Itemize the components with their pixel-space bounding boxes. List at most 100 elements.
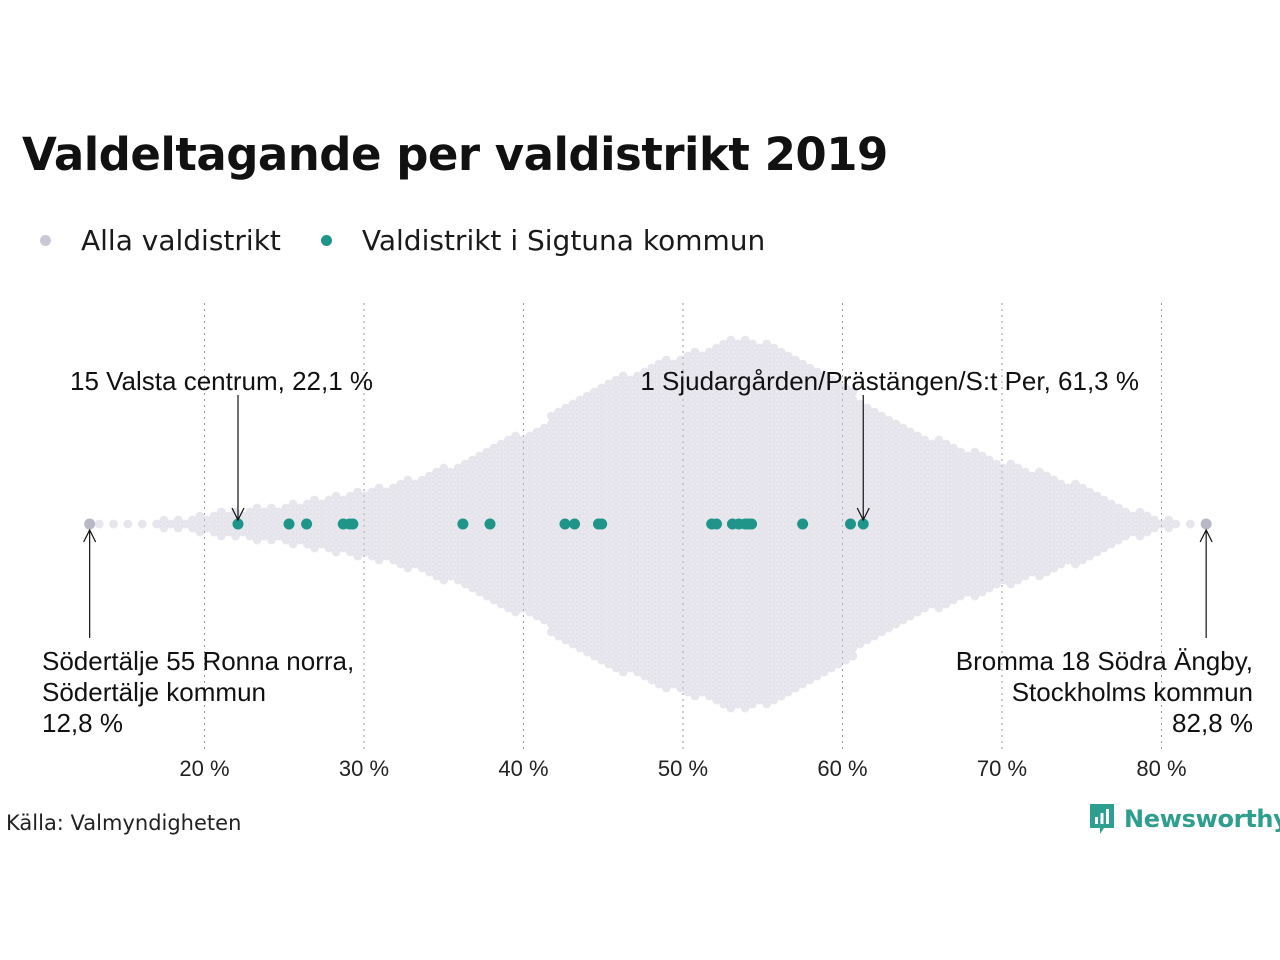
district-dot <box>805 435 815 445</box>
district-dot <box>1049 491 1059 501</box>
district-dot <box>755 519 764 529</box>
district-dot <box>941 543 951 553</box>
district-dot <box>776 459 786 469</box>
district-dot <box>503 435 513 445</box>
district-dot <box>1070 535 1080 545</box>
district-dot <box>977 523 987 533</box>
district-dot <box>281 503 291 513</box>
district-dot <box>432 563 441 573</box>
district-dot <box>532 523 542 533</box>
district-dot <box>575 467 585 477</box>
district-dot <box>532 427 542 437</box>
district-dot <box>503 571 513 581</box>
district-dot <box>446 467 456 477</box>
district-dot <box>733 499 743 509</box>
district-dot <box>590 459 599 469</box>
district-dot <box>338 535 348 545</box>
district-dot <box>740 527 750 537</box>
district-dot <box>740 447 750 457</box>
district-dot <box>783 423 793 433</box>
district-dot <box>539 431 549 441</box>
district-dot <box>733 635 743 645</box>
district-dot <box>762 475 772 485</box>
district-dot <box>180 519 190 529</box>
district-dot <box>1035 499 1044 509</box>
district-dot <box>669 471 678 481</box>
district-dot <box>905 579 915 589</box>
district-dot <box>920 523 930 533</box>
district-dot <box>891 467 901 477</box>
district-dot <box>848 483 858 493</box>
district-dot <box>640 591 650 601</box>
district-dot <box>554 415 563 425</box>
district-dot <box>1049 539 1059 549</box>
district-dot <box>941 551 951 561</box>
district-dot <box>726 559 736 569</box>
district-dot <box>956 519 965 529</box>
district-dot <box>934 467 944 477</box>
district-dot <box>719 499 729 509</box>
district-dot <box>575 475 585 485</box>
district-dot <box>561 555 571 565</box>
district-dot <box>582 511 592 521</box>
district-dot <box>575 627 585 637</box>
district-dot <box>604 475 614 485</box>
district-dot <box>604 547 614 557</box>
district-dot <box>669 431 678 441</box>
district-dot <box>783 639 793 649</box>
district-dot <box>733 363 743 373</box>
district-dot <box>482 575 492 585</box>
district-dot <box>1042 567 1052 577</box>
district-dot <box>719 475 729 485</box>
district-dot <box>733 619 743 629</box>
district-dot <box>676 563 686 573</box>
district-dot <box>1006 539 1016 549</box>
district-dot <box>525 455 535 465</box>
legend-item-sigtuna: Valdistrikt i Sigtuna kommun <box>320 224 765 257</box>
district-dot <box>819 563 829 573</box>
district-dot <box>618 555 628 565</box>
annotation-valsta: 15 Valsta centrum, 22,1 % <box>70 366 373 396</box>
district-dot <box>769 695 779 705</box>
district-dot <box>712 447 721 457</box>
district-dot <box>704 435 714 445</box>
district-dot <box>755 391 764 401</box>
district-dot <box>625 423 635 433</box>
district-dot <box>891 499 901 509</box>
district-dot <box>755 607 764 617</box>
district-dot <box>618 659 628 669</box>
district-dot <box>891 459 901 469</box>
district-dot <box>769 519 779 529</box>
district-dot <box>640 455 650 465</box>
district-dot <box>654 535 664 545</box>
district-dot <box>776 355 786 365</box>
district-dot <box>733 587 743 597</box>
district-dot <box>805 475 815 485</box>
district-dot <box>956 479 965 489</box>
district-dot <box>733 547 743 557</box>
district-dot <box>740 383 750 393</box>
district-dot <box>252 503 262 513</box>
district-dot <box>992 547 1001 557</box>
district-dot <box>984 527 994 537</box>
district-dot <box>805 595 815 605</box>
district-dot <box>683 351 693 361</box>
district-dot <box>898 455 908 465</box>
district-dot <box>870 431 879 441</box>
district-dot <box>503 523 513 533</box>
district-dot <box>661 515 671 525</box>
district-dot <box>252 511 262 521</box>
district-dot <box>755 479 764 489</box>
district-dot <box>475 579 485 589</box>
district-dot <box>331 547 341 557</box>
district-dot <box>783 503 793 513</box>
district-dot <box>769 671 779 681</box>
district-dot <box>446 555 456 565</box>
district-dot <box>654 599 664 609</box>
district-dot <box>726 543 736 553</box>
district-dot <box>439 535 449 545</box>
district-dot <box>475 587 485 597</box>
district-dot <box>984 503 994 513</box>
district-dot <box>460 459 470 469</box>
district-dot <box>518 523 528 533</box>
